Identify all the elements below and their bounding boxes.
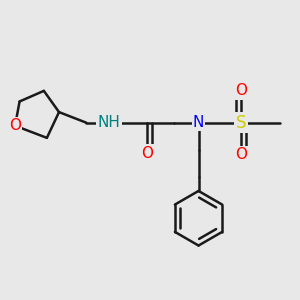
Text: O: O — [235, 147, 247, 162]
Text: S: S — [236, 114, 246, 132]
Text: N: N — [193, 115, 204, 130]
Text: NH: NH — [98, 115, 121, 130]
Text: O: O — [141, 146, 153, 160]
Text: O: O — [9, 118, 21, 133]
Text: O: O — [235, 83, 247, 98]
